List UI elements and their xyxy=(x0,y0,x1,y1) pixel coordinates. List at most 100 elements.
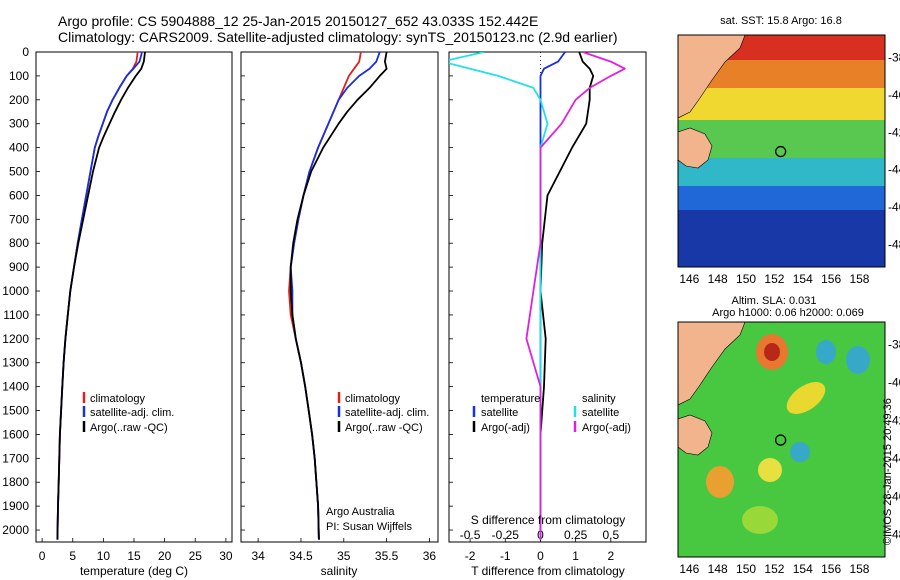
x-tick-label: -2 xyxy=(465,549,476,563)
depth-tick-label: 1700 xyxy=(2,451,29,465)
legend-label-satellite-adj: satellite-adj. clim. xyxy=(90,407,174,419)
depth-tick-label: 0 xyxy=(22,45,29,59)
x-tick-label: 34 xyxy=(251,549,265,563)
credit-line1: Argo Australia xyxy=(326,506,395,518)
map-lon-tick-label: 150 xyxy=(736,562,756,576)
salinity-axes xyxy=(240,51,439,543)
mainland-australia-shape xyxy=(678,35,746,119)
x-tick-label: 35.5 xyxy=(375,549,399,563)
figure-title-line1: Argo profile: CS 5904888_12 25-Jan-2015 … xyxy=(58,13,538,29)
sla-anomaly-orange-southwest xyxy=(706,466,734,498)
depth-tick-label: 1900 xyxy=(2,499,29,513)
map-lat-tick-label: -46 xyxy=(888,489,900,503)
depth-tick-label: 500 xyxy=(9,165,29,179)
sla-anomaly-low-south xyxy=(790,442,810,462)
circle-marker-icon xyxy=(774,434,787,446)
map-lon-tick-label: 158 xyxy=(849,562,869,576)
sla-anomaly-low-far-east xyxy=(846,346,870,374)
x-tick-label: -1 xyxy=(500,549,511,563)
legend-label-argo: Argo(..raw -QC) xyxy=(90,422,168,434)
t-difference-xlabel: T difference from climatology xyxy=(471,564,625,578)
map-lat-tick-label: -40 xyxy=(888,376,900,390)
tasmania-shape xyxy=(678,127,713,169)
x-tick-label: 10 xyxy=(97,549,111,563)
credit-line2: PI: Susan Wijffels xyxy=(326,521,412,533)
temperature-legend: climatology satellite-adj. clim. Argo(..… xyxy=(82,392,174,434)
s-diff-tick-label: -0.5 xyxy=(460,528,481,542)
map-lat-tick-label: -40 xyxy=(888,88,900,102)
depth-tick-label: 100 xyxy=(9,69,29,83)
sla-anomaly-yellow-east xyxy=(786,382,826,414)
depth-tick-label: 1100 xyxy=(3,308,29,322)
sst-region-blue-band xyxy=(678,186,885,212)
depth-tick-label: 900 xyxy=(9,260,29,274)
map-lat-tick-label: -48 xyxy=(888,238,900,252)
map-lat-tick-label: -42 xyxy=(888,414,900,428)
x-tick-label: 36 xyxy=(423,549,437,563)
depth-tick-label: 200 xyxy=(9,93,29,107)
legend-label-t-argo: Argo(-adj) xyxy=(481,422,530,434)
legend-label-climatology: climatology xyxy=(90,393,146,405)
depth-tick-label: 300 xyxy=(9,117,29,131)
depth-tick-label: 600 xyxy=(9,188,29,202)
legend-label-s-argo: Argo(-adj) xyxy=(582,422,631,434)
timestamp-watermark: ©IMOS 28-Jan-2015 20:49:36 xyxy=(882,398,894,545)
sst-region-yellow-band xyxy=(678,88,885,122)
argo-line xyxy=(289,52,388,540)
x-tick-label: 1 xyxy=(572,549,579,563)
x-tick-label: 0 xyxy=(537,549,544,563)
x-tick-label: 15 xyxy=(127,549,141,563)
depth-tick-label: 700 xyxy=(9,212,29,226)
climatology-line xyxy=(288,52,362,540)
sst-map-field xyxy=(678,35,885,267)
depth-tick-label: 400 xyxy=(9,141,29,155)
depth-tick-label: 1300 xyxy=(2,356,29,370)
depth-tick-label: 1600 xyxy=(2,427,29,441)
s-diff-tick-label: 0.5 xyxy=(602,528,619,542)
map-lon-tick-label: 150 xyxy=(736,272,756,286)
x-tick-label: 0 xyxy=(39,549,46,563)
x-tick-label: 35 xyxy=(337,549,351,563)
legend-head-temperature: temperature xyxy=(481,393,540,405)
legend-label-climatology: climatology xyxy=(345,393,401,405)
map-lat-tick-label: -48 xyxy=(888,527,900,541)
sst-region-green-band xyxy=(678,120,885,160)
s-diff-tick-label: -0.25 xyxy=(492,528,520,542)
profile-panel-lines xyxy=(56,52,146,540)
map-lon-tick-label: 148 xyxy=(708,272,728,286)
depth-tick-label: 1400 xyxy=(2,380,29,394)
salinity-legend: climatology satellite-adj. clim. Argo(..… xyxy=(337,392,429,434)
difference-legend: temperature satellite Argo(-adj) salinit… xyxy=(472,393,631,434)
legend-label-s-satellite: satellite xyxy=(582,407,619,419)
sla-map-frame xyxy=(677,321,886,558)
legend-label-satellite-adj: satellite-adj. clim. xyxy=(345,407,429,419)
figure-title-line2: Climatology: CARS2009. Satellite-adjuste… xyxy=(58,29,618,45)
x-tick-label: 5 xyxy=(69,549,76,563)
x-tick-label: 20 xyxy=(158,549,172,563)
map-lat-tick-label: -38 xyxy=(888,338,900,352)
profile-panel-lines xyxy=(449,52,626,540)
map-lon-tick-label: 156 xyxy=(821,272,841,286)
depth-tick-label: 1500 xyxy=(2,404,29,418)
x-tick-label: 34.5 xyxy=(289,549,313,563)
map-lat-tick-label: -46 xyxy=(888,200,900,214)
profile-panel-lines xyxy=(288,52,388,540)
map-lon-tick-label: 152 xyxy=(764,272,784,286)
map-lon-tick-label: 148 xyxy=(708,562,728,576)
legend-label-argo: Argo(..raw -QC) xyxy=(345,422,423,434)
s-satellite-line xyxy=(449,52,549,540)
sst-region-cyan-band xyxy=(678,158,885,188)
map-lat-tick-label: -44 xyxy=(888,451,900,465)
map-lon-tick-label: 154 xyxy=(793,562,813,576)
temperature-xlabel: temperature (deg C) xyxy=(80,564,188,578)
map-lon-tick-label: 154 xyxy=(793,272,813,286)
sst-region-navy-band xyxy=(678,210,885,267)
depth-tick-label: 2000 xyxy=(2,523,29,537)
profile-lines xyxy=(56,52,626,540)
depth-tick-label: 1000 xyxy=(2,284,29,298)
s-difference-xlabel: S difference from climatology xyxy=(471,513,626,527)
tasmania-shape xyxy=(678,414,713,456)
s-diff-tick-label: 0.25 xyxy=(564,528,588,542)
sst-map-title: sat. SST: 15.8 Argo: 16.8 xyxy=(720,15,842,27)
